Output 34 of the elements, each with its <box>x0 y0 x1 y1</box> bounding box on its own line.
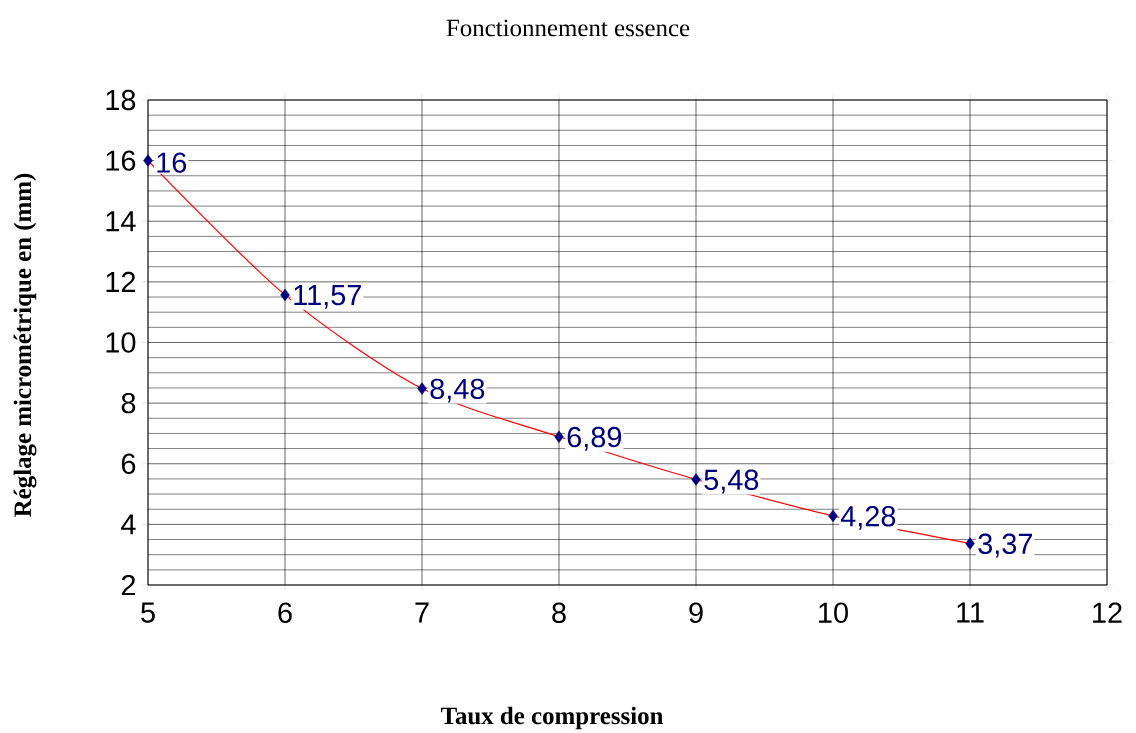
data-label: 11,57 <box>294 285 361 309</box>
point <box>143 154 153 167</box>
x-tick-label: 6 <box>278 602 292 623</box>
x-axis-title: Taux de compression <box>440 706 664 730</box>
x-tick-label: 8 <box>552 602 566 623</box>
point <box>554 430 564 443</box>
data-label: 4,28 <box>840 505 896 530</box>
x-tick-label: 12 <box>1093 602 1122 623</box>
x-tick-label: 7 <box>415 602 429 623</box>
x-tick-label: 10 <box>819 602 848 623</box>
y-tick-label: 12 <box>106 271 136 292</box>
point <box>965 537 975 550</box>
y-tick-label: 18 <box>106 89 136 111</box>
y-tick-label: 10 <box>106 332 136 353</box>
x-tick-label: 11 <box>957 602 984 623</box>
y-tick-label: 6 <box>121 453 136 474</box>
data-label: 6,89 <box>567 426 622 451</box>
point <box>828 509 838 523</box>
x-tick-label: 9 <box>689 602 703 623</box>
y-tick-label: 8 <box>121 392 136 414</box>
point <box>280 288 290 302</box>
data-label: 3,37 <box>978 533 1032 558</box>
x-tick-label: 5 <box>141 602 155 623</box>
point <box>417 382 427 395</box>
point <box>691 473 701 486</box>
y-axis-title: Réglage micrométrique en (mm) <box>13 173 37 517</box>
data-label: 8,48 <box>430 378 485 403</box>
chart-title: Fonctionnement essence <box>446 19 690 37</box>
y-tick-label: 14 <box>106 211 136 232</box>
y-tick-label: 4 <box>121 514 136 535</box>
data-label: 16 <box>157 152 187 173</box>
data-label: 5,48 <box>704 469 759 494</box>
y-tick-label: 2 <box>121 574 136 596</box>
y-tick-label: 16 <box>106 150 136 171</box>
